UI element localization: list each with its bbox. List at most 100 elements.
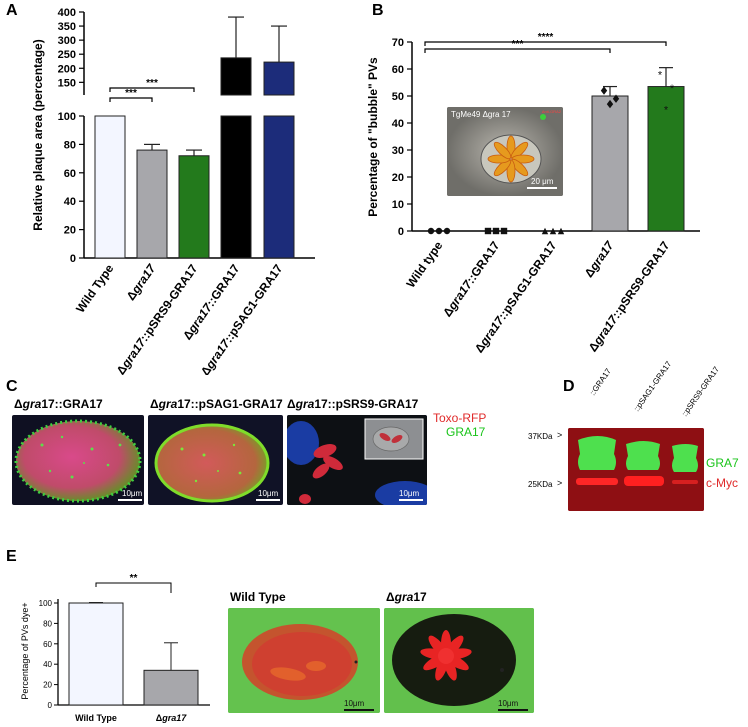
micrograph-e2-art — [384, 608, 534, 713]
marker-37kda: 37KDa — [528, 432, 553, 441]
data-point — [557, 227, 565, 235]
legend-toxo-rfp: Toxo-RFP — [433, 411, 487, 425]
scale-label-c3: 10μm — [399, 489, 420, 498]
micrograph-title-c1: Δgra17::GRA17 — [14, 397, 103, 411]
chart-e: 0 20 40 60 80 100 Percentage of PVs dye+ Wild T… — [20, 573, 210, 723]
y-tick-label: 150 — [58, 77, 76, 89]
y-tick-label: 60 — [64, 168, 76, 180]
scalebar-c3 — [399, 499, 423, 501]
x-tick-label: Δgra17 — [156, 713, 187, 723]
scalebar-c2 — [256, 499, 280, 501]
y-tick-label: 100 — [58, 111, 76, 123]
data-point — [435, 227, 443, 235]
bar — [143, 669, 199, 706]
chart-a: 0 20 40 60 80 100 150 200 250 300 350 400 Relative p… — [31, 7, 315, 375]
data-point — [500, 227, 508, 235]
y-tick-label: 50 — [392, 91, 404, 103]
x-tick-label: Δgra17::pSAG1-GRA17 — [198, 261, 286, 375]
scalebar-e2 — [498, 709, 528, 711]
scale-label-c1: 10μm — [122, 489, 143, 498]
y-tick-label: 40 — [43, 660, 52, 669]
y-tick-label: 60 — [392, 64, 404, 76]
data-point — [427, 227, 435, 235]
y-tick-label: 250 — [58, 49, 76, 61]
x-tick-label: Wild type — [403, 238, 445, 290]
x-tick-label: Wild Type — [75, 713, 117, 723]
scale-label-c2: 10μm — [258, 489, 279, 498]
bar-upper-segment — [263, 61, 295, 96]
y-tick-label: 20 — [43, 681, 52, 690]
marker-37kda-arrow: > — [557, 430, 563, 440]
y-tick-label: 70 — [392, 37, 404, 49]
significance-bracket — [424, 41, 667, 46]
data-point: * — [664, 105, 669, 117]
inset-label: TgMe49 Δgra 17 — [451, 110, 511, 119]
x-tick-label: Δgra17::pSRS9-GRA17 — [114, 261, 201, 375]
y-tick-label: 80 — [64, 139, 76, 151]
significance-bracket — [109, 87, 195, 92]
y-tick-label: 20 — [64, 225, 76, 237]
bar — [178, 155, 210, 259]
data-point: * — [658, 69, 663, 81]
y-axis-title: Relative plaque area (percentage) — [31, 39, 45, 230]
inset-scale-label: 20 μm — [531, 177, 554, 186]
marker-25kda-arrow: > — [557, 478, 563, 488]
scale-label-e1: 10μm — [344, 699, 365, 708]
y-axis-title: Percentage of "bubble" PVs — [366, 57, 380, 217]
legend-gra17: GRA17 — [446, 425, 486, 439]
x-tick-label: Δgra17 — [124, 261, 160, 303]
significance-label: *** — [125, 88, 137, 99]
y-tick-label: 0 — [398, 226, 404, 238]
inset-scalebar — [527, 187, 557, 189]
scale-label-e2: 10μm — [498, 699, 519, 708]
marker-25kda: 25KDa — [528, 480, 553, 489]
significance-label: **** — [538, 32, 554, 43]
scalebar-c1 — [118, 499, 142, 501]
significance-label: *** — [512, 39, 524, 50]
panel-letter-d: D — [563, 378, 575, 395]
micrograph-c2: 10μm — [148, 415, 283, 505]
micrograph-title-e1: Wild Type — [230, 590, 286, 604]
inset-micrograph: TgMe49 Δgra 17 Anti-GRA2 20 μm — [447, 107, 563, 196]
micrograph-title-c2: Δgra17::pSAG1-GRA17 — [150, 397, 283, 411]
micrograph-title-e2: Δgra17 — [386, 590, 427, 604]
x-tick-label: Wild Type — [73, 261, 117, 315]
data-point: * — [670, 83, 675, 95]
bar-lower-segment — [220, 115, 252, 259]
y-tick-label: 200 — [58, 63, 76, 75]
panel-letter-c: C — [6, 378, 18, 395]
y-tick-label: 400 — [58, 7, 76, 19]
bar — [591, 95, 629, 232]
bar — [94, 115, 126, 259]
data-point — [612, 94, 620, 103]
bar-lower-segment — [263, 115, 295, 259]
panel-letter-e: E — [6, 548, 17, 565]
micrograph-c1: 10μm — [12, 415, 144, 505]
bar-upper-segment — [220, 57, 252, 96]
y-axis-title: Percentage of PVs dye+ — [20, 602, 30, 699]
panel-letter-a: A — [6, 2, 18, 19]
significance-label: *** — [146, 78, 158, 89]
x-tick-label: Δgra17::GRA17 — [440, 238, 503, 319]
band-label-cmyc: c-Myc — [706, 476, 738, 490]
y-tick-label: 30 — [392, 145, 404, 157]
inset-micrograph-art — [447, 107, 563, 196]
data-point — [443, 227, 451, 235]
bar — [68, 602, 124, 706]
y-tick-label: 60 — [43, 640, 52, 649]
y-tick-label: 300 — [58, 35, 76, 47]
micrograph-c3-art — [287, 415, 427, 505]
y-tick-label: 0 — [70, 253, 76, 265]
panel-letter-b: B — [372, 2, 384, 19]
micrograph-c1-art — [14, 419, 142, 503]
western-blot-art — [568, 428, 704, 511]
micrograph-c2-art — [154, 423, 270, 503]
data-point — [600, 86, 608, 95]
significance-bracket — [109, 97, 153, 102]
y-tick-label: 20 — [392, 172, 404, 184]
data-point — [606, 99, 614, 109]
micrograph-c3: 10μm — [287, 415, 427, 505]
significance-bracket — [95, 582, 172, 593]
y-tick-label: 100 — [39, 599, 53, 608]
